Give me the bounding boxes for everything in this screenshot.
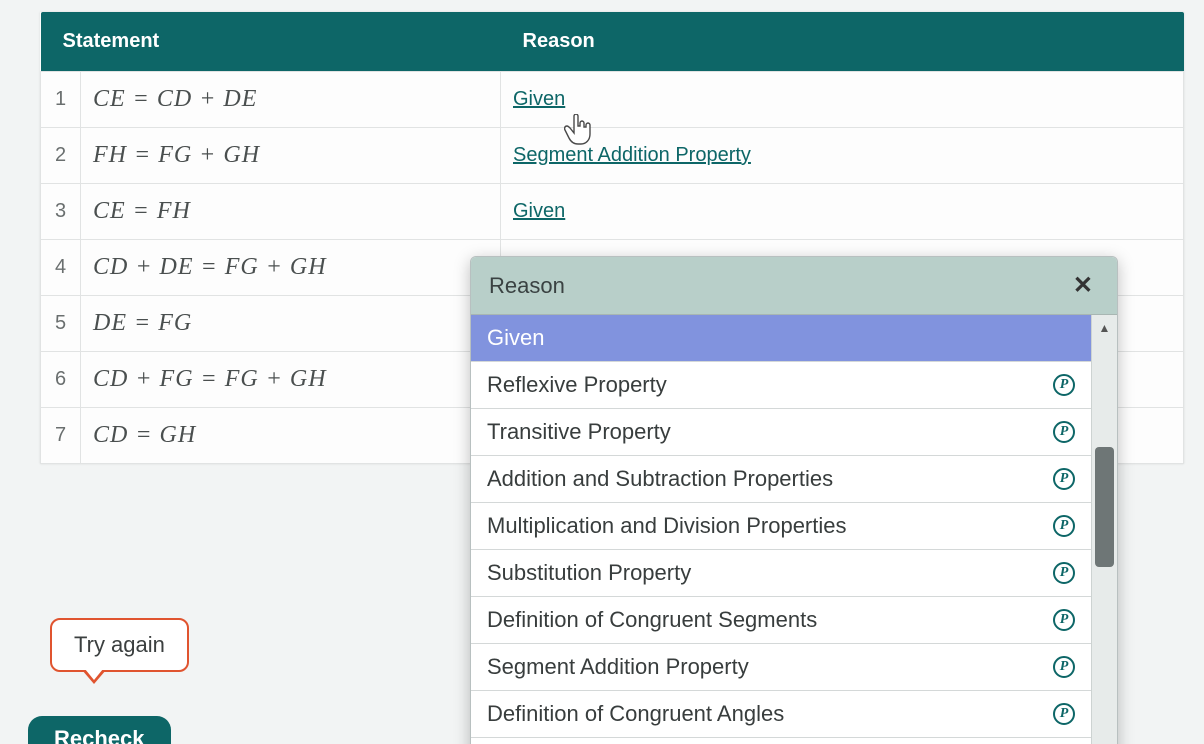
statement-cell: CD = GH: [81, 408, 501, 464]
option-label: Transitive Property: [487, 419, 671, 445]
proof-page: Statement Reason 1CE = CD + DE Given 2FH =…: [0, 0, 1204, 464]
col-reason: Reason: [501, 12, 1184, 72]
table-row: 3CE = FH Given: [41, 184, 1184, 240]
info-icon[interactable]: P: [1053, 374, 1075, 396]
dropdown-option[interactable]: Transitive Property P: [471, 409, 1091, 456]
reason-dropdown: Reason ✕ GivenPReflexive PropertyPTransi…: [470, 256, 1118, 744]
dropdown-option[interactable]: Definition of Congruent Angles P: [471, 691, 1091, 738]
dropdown-option[interactable]: Substitution Property P: [471, 550, 1091, 597]
try-again-bubble[interactable]: Try again: [50, 618, 189, 672]
scroll-thumb[interactable]: [1095, 447, 1114, 567]
dropdown-option[interactable]: GivenP: [471, 315, 1091, 362]
dropdown-header: Reason ✕: [471, 257, 1117, 315]
dropdown-scrollbar[interactable]: ▲ ▼: [1091, 315, 1117, 744]
info-icon[interactable]: P: [1053, 421, 1075, 443]
option-label: Multiplication and Division Properties: [487, 513, 847, 539]
scroll-track[interactable]: [1092, 337, 1117, 744]
row-number: 5: [41, 296, 81, 352]
info-icon[interactable]: P: [1053, 609, 1075, 631]
scroll-up-icon[interactable]: ▲: [1099, 319, 1111, 337]
table-row: 1CE = CD + DE Given: [41, 72, 1184, 128]
statement-cell: DE = FG: [81, 296, 501, 352]
row-number: 2: [41, 128, 81, 184]
dropdown-list: GivenPReflexive PropertyPTransitive Prop…: [471, 315, 1091, 744]
statement-cell: CD + DE = FG + GH: [81, 240, 501, 296]
option-label: Definition of Congruent Angles: [487, 701, 784, 727]
option-label: Definition of Congruent Segments: [487, 607, 817, 633]
reason-cell[interactable]: Segment Addition Property: [501, 128, 1184, 184]
info-icon[interactable]: P: [1053, 656, 1075, 678]
dropdown-title: Reason: [489, 273, 565, 299]
row-number: 7: [41, 408, 81, 464]
close-icon[interactable]: ✕: [1067, 271, 1099, 300]
reason-link[interactable]: Given: [513, 88, 565, 110]
row-number: 1: [41, 72, 81, 128]
info-icon[interactable]: P: [1053, 703, 1075, 725]
dropdown-option[interactable]: Angle Addition PropertyP: [471, 738, 1091, 744]
col-statement: Statement: [41, 12, 501, 72]
option-label: Segment Addition Property: [487, 654, 749, 680]
reason-link[interactable]: Given: [513, 200, 565, 222]
info-icon[interactable]: P: [1053, 515, 1075, 537]
option-label: Addition and Subtraction Properties: [487, 466, 833, 492]
dropdown-option[interactable]: Definition of Congruent Segments P: [471, 597, 1091, 644]
dropdown-option[interactable]: Segment Addition Property P: [471, 644, 1091, 691]
row-number: 6: [41, 352, 81, 408]
dropdown-option[interactable]: Multiplication and Division Properties P: [471, 503, 1091, 550]
statement-cell: CE = FH: [81, 184, 501, 240]
table-row: 2FH = FG + GH Segment Addition Property: [41, 128, 1184, 184]
info-icon[interactable]: P: [1053, 562, 1075, 584]
option-label: Given: [487, 325, 544, 351]
dropdown-option[interactable]: Addition and Subtraction Properties P: [471, 456, 1091, 503]
reason-link[interactable]: Segment Addition Property: [513, 144, 751, 166]
row-number: 4: [41, 240, 81, 296]
option-label: Reflexive Property: [487, 372, 667, 398]
recheck-button[interactable]: Recheck: [28, 716, 171, 744]
statement-cell: FH = FG + GH: [81, 128, 501, 184]
row-number: 3: [41, 184, 81, 240]
dropdown-option[interactable]: Reflexive Property P: [471, 362, 1091, 409]
statement-cell: CD + FG = FG + GH: [81, 352, 501, 408]
option-label: Substitution Property: [487, 560, 691, 586]
info-icon[interactable]: P: [1053, 468, 1075, 490]
reason-cell[interactable]: Given: [501, 72, 1184, 128]
reason-cell[interactable]: Given: [501, 184, 1184, 240]
statement-cell: CE = CD + DE: [81, 72, 501, 128]
